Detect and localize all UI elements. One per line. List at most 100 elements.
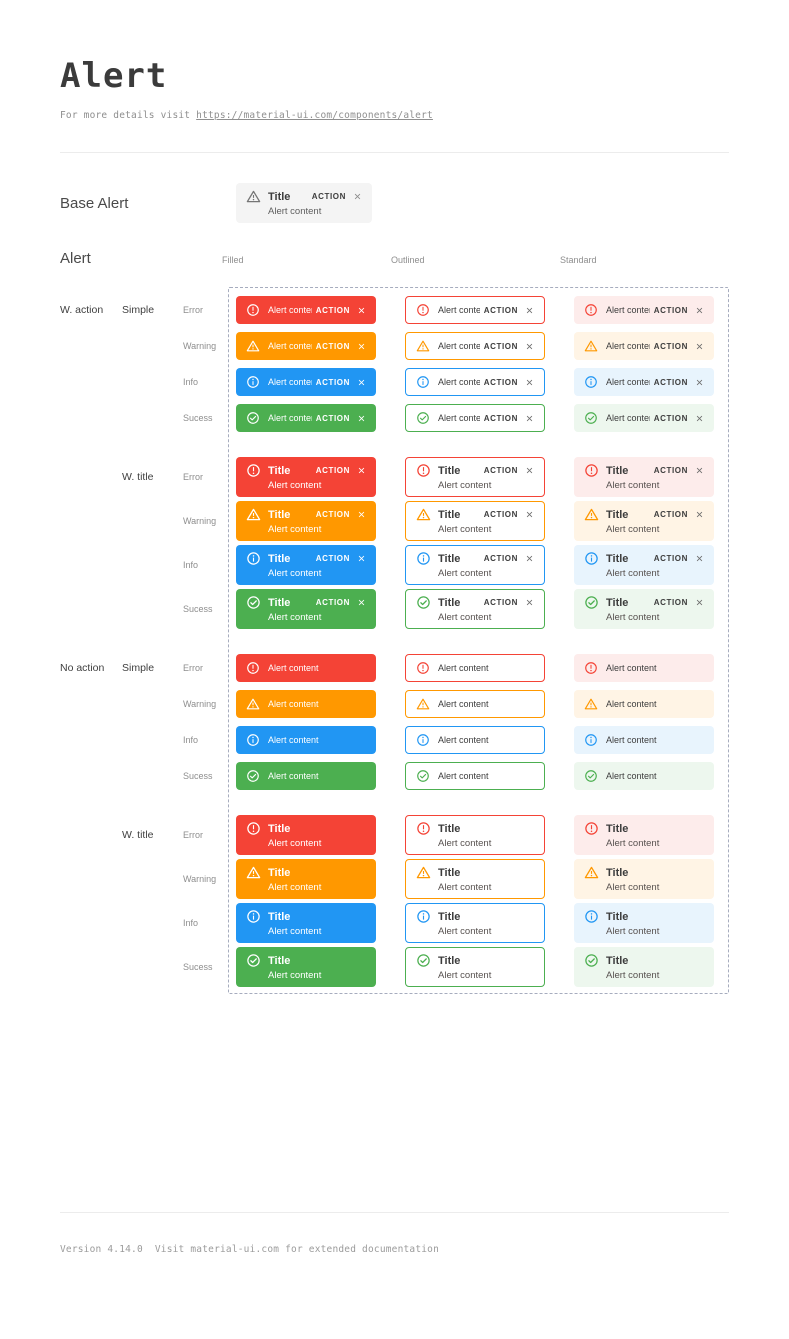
- row-severity-label: Info: [183, 735, 199, 745]
- close-icon[interactable]: [357, 378, 366, 387]
- subtitle-text: For more details visit: [60, 110, 191, 121]
- action-button[interactable]: ACTION: [483, 377, 518, 387]
- alert-standard-warning-titled: Title Alert content: [574, 859, 714, 899]
- close-icon[interactable]: [525, 306, 534, 315]
- warning-triangle-icon: [246, 339, 260, 353]
- alert-content-text: Alert content: [606, 413, 650, 423]
- close-icon[interactable]: [695, 378, 704, 387]
- close-icon[interactable]: [695, 466, 704, 475]
- info-circle-icon: [416, 375, 430, 389]
- close-icon[interactable]: [525, 466, 534, 475]
- action-button[interactable]: ACTION: [315, 341, 350, 351]
- close-icon[interactable]: [357, 306, 366, 315]
- alert-content-text: Alert content: [268, 413, 312, 423]
- action-button[interactable]: ACTION: [653, 510, 688, 519]
- row-severity-label: Sucess: [183, 604, 213, 614]
- close-icon[interactable]: [525, 510, 534, 519]
- action-button[interactable]: ACTION: [315, 413, 350, 423]
- matrix-row-success: Sucess Alert content Alert content Alert co…: [60, 762, 729, 790]
- matrix-row-warning: Warning Title ACTION Alert content Title ACTI…: [60, 501, 729, 541]
- action-button[interactable]: ACTION: [483, 466, 518, 475]
- action-button[interactable]: ACTION: [483, 305, 518, 315]
- alert-title-text: Title: [606, 464, 629, 477]
- error-circle-icon: [246, 821, 261, 836]
- alert-standard-warning: Alert content: [574, 690, 714, 718]
- action-button[interactable]: ACTION: [483, 413, 518, 423]
- alert-content-text: Alert content: [438, 838, 492, 849]
- action-button[interactable]: ACTION: [315, 466, 350, 475]
- warning-triangle-icon: [416, 865, 431, 880]
- alert-title-text: Title: [268, 464, 291, 477]
- action-button[interactable]: ACTION: [483, 341, 518, 351]
- action-button[interactable]: ACTION: [653, 554, 688, 563]
- action-button[interactable]: ACTION: [311, 192, 346, 201]
- alert-outlined-error-titled-with-action: Title ACTION Alert content: [405, 457, 545, 497]
- action-button[interactable]: ACTION: [483, 510, 518, 519]
- matrix-row-success: Sucess Title ACTION Alert content Title ACTIO…: [60, 589, 729, 629]
- row-severity-label: Sucess: [183, 962, 213, 972]
- alert-title-text: Title: [438, 822, 461, 835]
- action-button[interactable]: ACTION: [483, 598, 518, 607]
- action-button[interactable]: ACTION: [653, 466, 688, 475]
- alert-outlined-success-titled-with-action: Title ACTION Alert content: [405, 589, 545, 629]
- close-icon[interactable]: [357, 342, 366, 351]
- close-icon[interactable]: [695, 414, 704, 423]
- close-icon[interactable]: [525, 378, 534, 387]
- alert-content-text: Alert content: [438, 612, 492, 623]
- close-icon[interactable]: [695, 510, 704, 519]
- warning-triangle-icon: [246, 865, 261, 880]
- alert-title-text: Title: [606, 954, 629, 967]
- alert-title-text: Title: [606, 822, 629, 835]
- action-button[interactable]: ACTION: [653, 377, 688, 387]
- action-button[interactable]: ACTION: [315, 554, 350, 563]
- base-alert-section: Base Alert Title ACTION Alert content: [60, 183, 729, 223]
- alert-title-text: Title: [268, 508, 291, 521]
- action-button[interactable]: ACTION: [653, 305, 688, 315]
- close-icon[interactable]: [695, 598, 704, 607]
- close-icon[interactable]: [357, 414, 366, 423]
- action-button[interactable]: ACTION: [653, 341, 688, 351]
- matrix-row-error: W. title Error Title Alert content Title Aler…: [60, 815, 729, 855]
- error-circle-icon: [584, 661, 598, 675]
- action-button[interactable]: ACTION: [315, 377, 350, 387]
- close-icon[interactable]: [525, 598, 534, 607]
- alert-content-text: Alert content: [268, 612, 322, 623]
- action-button[interactable]: ACTION: [315, 305, 350, 315]
- action-button[interactable]: ACTION: [653, 598, 688, 607]
- close-icon[interactable]: [525, 414, 534, 423]
- alert-content-text: Alert content: [606, 568, 660, 579]
- row-severity-label: Warning: [183, 874, 217, 884]
- close-icon[interactable]: [695, 342, 704, 351]
- row-group-label: [60, 332, 122, 360]
- action-button[interactable]: ACTION: [483, 554, 518, 563]
- close-icon[interactable]: [525, 342, 534, 351]
- action-button[interactable]: ACTION: [653, 413, 688, 423]
- docs-link[interactable]: https://material-ui.com/components/alert: [196, 110, 433, 121]
- matrix-row-info: Info Title ACTION Alert content Title ACTION A…: [60, 545, 729, 585]
- close-icon[interactable]: [525, 554, 534, 563]
- alert-filled-success-titled: Title Alert content: [236, 947, 376, 987]
- alert-filled-error-titled-with-action: Title ACTION Alert content: [236, 457, 376, 497]
- alert-content-text: Alert content: [606, 838, 660, 849]
- warning-triangle-icon: [584, 865, 599, 880]
- alert-content-text: Alert content: [268, 838, 322, 849]
- page: Alert For more details visit https://mat…: [0, 56, 789, 1289]
- row-severity-label: Error: [183, 663, 203, 673]
- divider-bottom: [60, 1212, 729, 1213]
- info-circle-icon: [246, 551, 261, 566]
- action-button[interactable]: ACTION: [315, 598, 350, 607]
- close-icon[interactable]: [357, 466, 366, 475]
- close-icon[interactable]: [357, 554, 366, 563]
- alert-content-text: Alert content: [268, 305, 312, 315]
- alert-outlined-error-with-action: Alert contentACTION: [405, 296, 545, 324]
- row-group-label: [60, 457, 122, 497]
- close-icon[interactable]: [357, 510, 366, 519]
- alert-content-text: Alert content: [606, 524, 660, 535]
- close-icon[interactable]: [695, 554, 704, 563]
- close-icon[interactable]: [353, 192, 362, 201]
- matrix-section-label: Alert: [60, 250, 91, 267]
- close-icon[interactable]: [357, 598, 366, 607]
- action-button[interactable]: ACTION: [315, 510, 350, 519]
- close-icon[interactable]: [695, 306, 704, 315]
